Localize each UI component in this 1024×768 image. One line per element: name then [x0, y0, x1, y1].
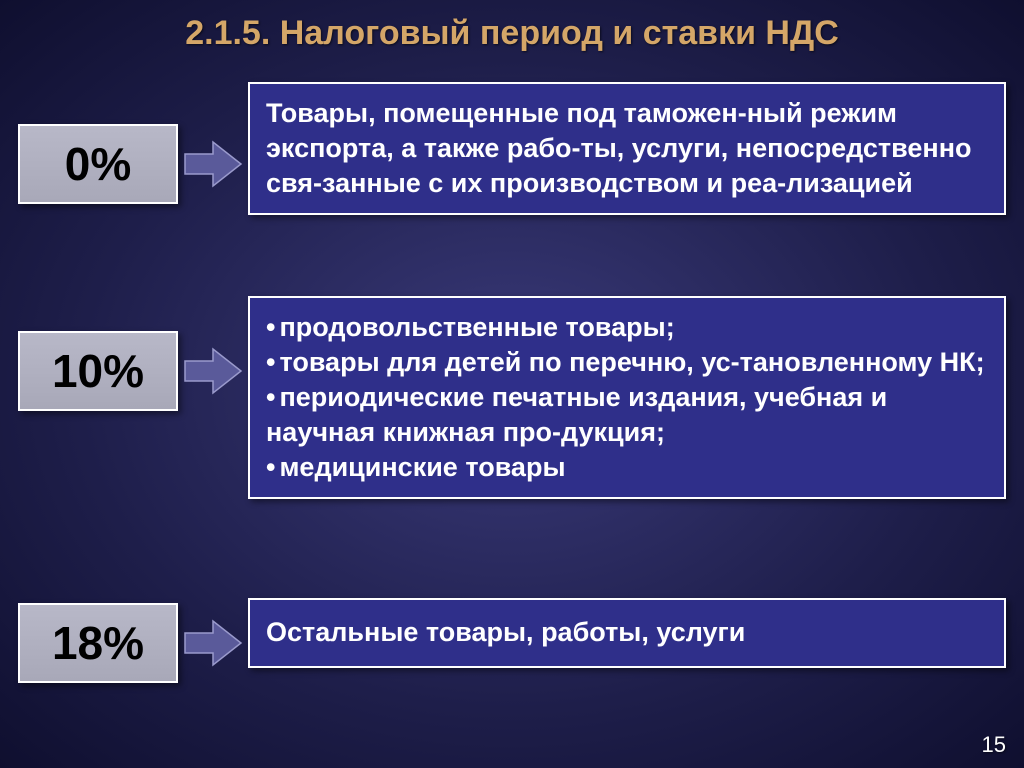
- rate-row-0: 0% Товары, помещенные под таможен-ный ре…: [18, 82, 1006, 215]
- desc-box-0: Товары, помещенные под таможен-ный режим…: [248, 82, 1006, 215]
- slide-title: 2.1.5. Налоговый период и ставки НДС: [0, 0, 1024, 53]
- list-item: медицинские товары: [266, 450, 988, 485]
- desc-list-1: продовольственные товары; товары для дет…: [266, 310, 988, 485]
- arrow-icon: [178, 331, 248, 411]
- list-item: товары для детей по перечню, ус-тановлен…: [266, 345, 988, 380]
- arrow-icon: [178, 603, 248, 683]
- arrow-icon: [178, 124, 248, 204]
- rate-box-0: 0%: [18, 124, 178, 204]
- rate-box-2: 18%: [18, 603, 178, 683]
- desc-text-2: Остальные товары, работы, услуги: [266, 615, 745, 650]
- rate-box-1: 10%: [18, 331, 178, 411]
- desc-box-2: Остальные товары, работы, услуги: [248, 598, 1006, 668]
- rate-row-2: 18% Остальные товары, работы, услуги: [18, 598, 1006, 683]
- list-item: периодические печатные издания, учебная …: [266, 380, 988, 450]
- page-number: 15: [982, 732, 1006, 758]
- rate-row-1: 10% продовольственные товары; товары для…: [18, 296, 1006, 499]
- list-item: продовольственные товары;: [266, 310, 988, 345]
- desc-box-1: продовольственные товары; товары для дет…: [248, 296, 1006, 499]
